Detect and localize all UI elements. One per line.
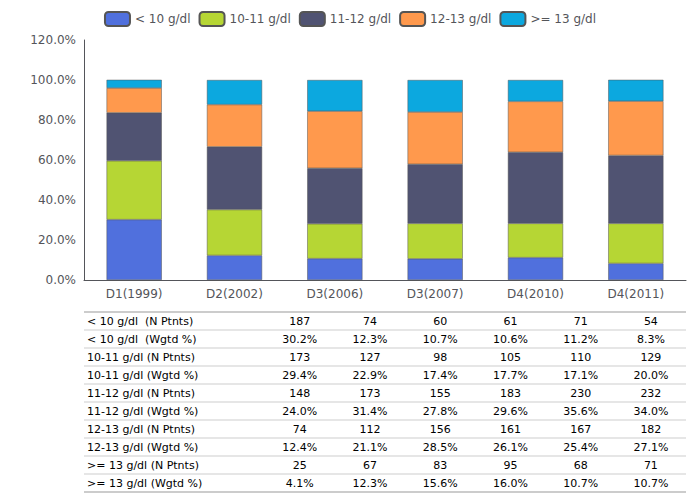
svg-text:D2(2002): D2(2002) — [206, 287, 263, 301]
svg-text:31.4%: 31.4% — [352, 405, 387, 418]
svg-text:15.6%: 15.6% — [423, 477, 458, 490]
svg-text:60.0%: 60.0% — [38, 153, 76, 167]
svg-text:29.4%: 29.4% — [282, 369, 317, 382]
svg-text:12.3%: 12.3% — [352, 333, 387, 346]
svg-text:129: 129 — [640, 351, 661, 364]
svg-text:67: 67 — [363, 459, 377, 472]
svg-text:71: 71 — [644, 459, 658, 472]
svg-text:112: 112 — [359, 423, 380, 436]
svg-text:12.4%: 12.4% — [282, 441, 317, 454]
svg-text:D3(2007): D3(2007) — [407, 287, 464, 301]
svg-text:60: 60 — [433, 315, 447, 328]
svg-text:25.4%: 25.4% — [563, 441, 598, 454]
svg-text:167: 167 — [570, 423, 591, 436]
svg-text:25: 25 — [293, 459, 307, 472]
svg-text:80.0%: 80.0% — [38, 113, 76, 127]
svg-text:12-13 g/dl (Wgtd %): 12-13 g/dl (Wgtd %) — [87, 441, 198, 454]
svg-text:21.1%: 21.1% — [352, 441, 387, 454]
svg-text:54: 54 — [644, 315, 658, 328]
svg-text:148: 148 — [289, 387, 310, 400]
svg-text:< 10 g/dl (Wgtd %): < 10 g/dl (Wgtd %) — [87, 333, 197, 346]
svg-text:120.0%: 120.0% — [30, 33, 76, 47]
svg-text:100.0%: 100.0% — [30, 73, 76, 87]
svg-text:187: 187 — [289, 315, 310, 328]
svg-text:61: 61 — [503, 315, 517, 328]
svg-text:10.7%: 10.7% — [563, 477, 598, 490]
svg-text:D4(2011): D4(2011) — [607, 287, 664, 301]
svg-text:0.0%: 0.0% — [46, 273, 77, 287]
svg-text:10.7%: 10.7% — [633, 477, 668, 490]
svg-text:4.1%: 4.1% — [286, 477, 314, 490]
svg-text:< 10 g/dl (N Ptnts): < 10 g/dl (N Ptnts) — [87, 315, 193, 328]
svg-text:17.1%: 17.1% — [563, 369, 598, 382]
svg-text:10.6%: 10.6% — [493, 333, 528, 346]
svg-text:173: 173 — [359, 387, 380, 400]
svg-text:74: 74 — [293, 423, 307, 436]
svg-text:11-12 g/dl (Wgtd %): 11-12 g/dl (Wgtd %) — [87, 405, 198, 418]
svg-text:11.2%: 11.2% — [563, 333, 598, 346]
svg-text:74: 74 — [363, 315, 377, 328]
svg-text:28.5%: 28.5% — [423, 441, 458, 454]
svg-text:71: 71 — [574, 315, 588, 328]
svg-text:D4(2010): D4(2010) — [507, 287, 564, 301]
svg-text:12.3%: 12.3% — [352, 477, 387, 490]
svg-text:16.0%: 16.0% — [493, 477, 528, 490]
svg-text:230: 230 — [570, 387, 591, 400]
svg-text:68: 68 — [574, 459, 588, 472]
svg-text:D1(1999): D1(1999) — [106, 287, 163, 301]
svg-text:12-13 g/dl: 12-13 g/dl — [430, 12, 491, 26]
svg-text:10-11 g/dl (Wgtd %): 10-11 g/dl (Wgtd %) — [87, 369, 198, 382]
svg-text:11-12 g/dl: 11-12 g/dl — [330, 12, 391, 26]
svg-text:>= 13 g/dl (Wgtd %): >= 13 g/dl (Wgtd %) — [87, 477, 202, 490]
svg-text:35.6%: 35.6% — [563, 405, 598, 418]
svg-text:17.7%: 17.7% — [493, 369, 528, 382]
svg-text:22.9%: 22.9% — [352, 369, 387, 382]
svg-text:D3(2006): D3(2006) — [306, 287, 363, 301]
svg-text:95: 95 — [503, 459, 517, 472]
svg-text:34.0%: 34.0% — [633, 405, 668, 418]
svg-text:10-11 g/dl: 10-11 g/dl — [230, 12, 291, 26]
svg-text:173: 173 — [289, 351, 310, 364]
svg-text:>= 13 g/dl (N Ptnts): >= 13 g/dl (N Ptnts) — [87, 459, 199, 472]
svg-text:29.6%: 29.6% — [493, 405, 528, 418]
svg-text:17.4%: 17.4% — [423, 369, 458, 382]
svg-text:20.0%: 20.0% — [38, 233, 76, 247]
svg-text:127: 127 — [359, 351, 380, 364]
svg-text:10-11 g/dl (N Ptnts): 10-11 g/dl (N Ptnts) — [87, 351, 195, 364]
svg-text:27.8%: 27.8% — [423, 405, 458, 418]
svg-text:98: 98 — [433, 351, 447, 364]
svg-text:>= 13 g/dl: >= 13 g/dl — [530, 12, 596, 26]
svg-text:156: 156 — [430, 423, 451, 436]
svg-text:182: 182 — [640, 423, 661, 436]
svg-text:155: 155 — [430, 387, 451, 400]
svg-text:161: 161 — [500, 423, 521, 436]
svg-text:26.1%: 26.1% — [493, 441, 528, 454]
svg-text:12-13 g/dl (N Ptnts): 12-13 g/dl (N Ptnts) — [87, 423, 195, 436]
svg-text:105: 105 — [500, 351, 521, 364]
svg-text:232: 232 — [640, 387, 661, 400]
svg-text:110: 110 — [570, 351, 591, 364]
svg-text:8.3%: 8.3% — [637, 333, 665, 346]
svg-text:83: 83 — [433, 459, 447, 472]
svg-text:11-12 g/dl (N Ptnts): 11-12 g/dl (N Ptnts) — [87, 387, 195, 400]
svg-text:183: 183 — [500, 387, 521, 400]
svg-text:40.0%: 40.0% — [38, 193, 76, 207]
svg-text:30.2%: 30.2% — [282, 333, 317, 346]
svg-text:24.0%: 24.0% — [282, 405, 317, 418]
svg-text:< 10 g/dl: < 10 g/dl — [135, 12, 191, 26]
svg-text:10.7%: 10.7% — [423, 333, 458, 346]
svg-text:20.0%: 20.0% — [633, 369, 668, 382]
svg-text:27.1%: 27.1% — [633, 441, 668, 454]
